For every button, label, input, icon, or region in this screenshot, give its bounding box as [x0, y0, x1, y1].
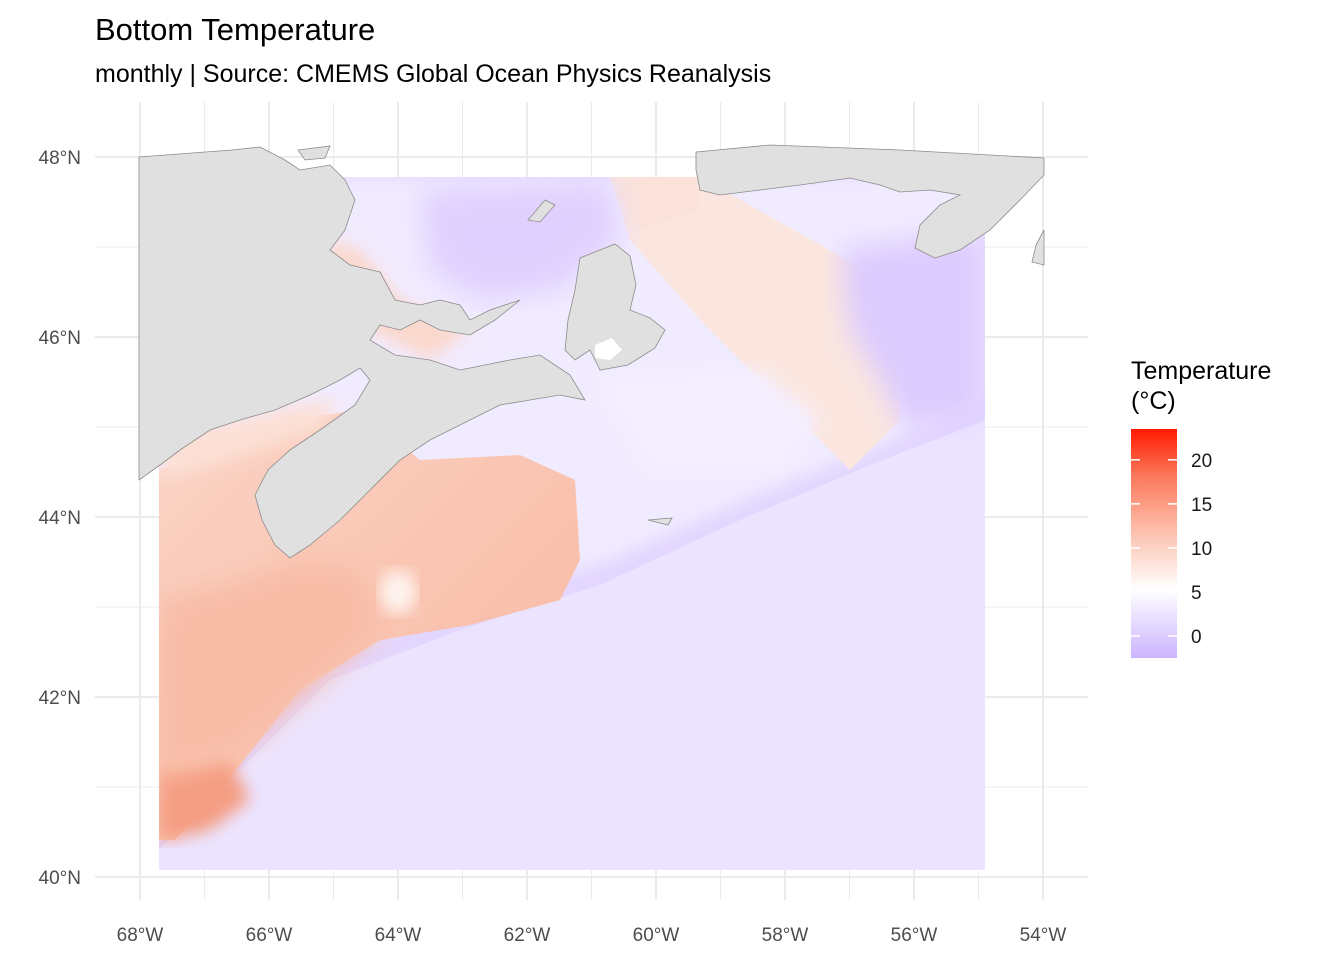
- legend-colorbar: [1131, 429, 1177, 658]
- x-tick-label: 56°W: [891, 925, 938, 946]
- chart-title: Bottom Temperature: [95, 12, 376, 47]
- x-tick-label: 62°W: [504, 925, 551, 946]
- x-tick-label: 58°W: [762, 925, 809, 946]
- x-tick-label: 64°W: [375, 925, 422, 946]
- legend-tick-label: 10: [1191, 539, 1212, 560]
- y-tick-label: 44°N: [39, 508, 81, 529]
- y-tick-label: 40°N: [39, 868, 81, 889]
- x-tick-label: 68°W: [117, 925, 164, 946]
- y-tick-label: 42°N: [39, 688, 81, 709]
- legend-tick-label: 20: [1191, 451, 1212, 472]
- legend-title: Temperature (°C): [1131, 356, 1271, 416]
- legend-tick-label: 15: [1191, 495, 1212, 516]
- y-axis-ticks: 48°N 46°N 44°N 42°N 40°N: [39, 148, 81, 889]
- legend-title-line1: Temperature: [1131, 357, 1272, 385]
- chart-subtitle: monthly | Source: CMEMS Global Ocean Phy…: [95, 60, 772, 88]
- legend-title-line2: (°C): [1131, 387, 1176, 415]
- y-tick-label: 46°N: [39, 328, 81, 349]
- color-legend: 20 15 10 5 0: [1131, 429, 1212, 658]
- land-masses: [138, 144, 1045, 559]
- legend-tick-label: 5: [1191, 583, 1202, 604]
- x-tick-label: 54°W: [1020, 925, 1067, 946]
- inland-water: [595, 338, 622, 360]
- y-tick-label: 48°N: [39, 148, 81, 169]
- x-tick-label: 66°W: [246, 925, 293, 946]
- legend-tick-label: 0: [1191, 627, 1202, 648]
- x-tick-label: 60°W: [633, 925, 680, 946]
- x-axis-ticks: 68°W 66°W 64°W 62°W 60°W 58°W 56°W 54°W: [117, 925, 1067, 946]
